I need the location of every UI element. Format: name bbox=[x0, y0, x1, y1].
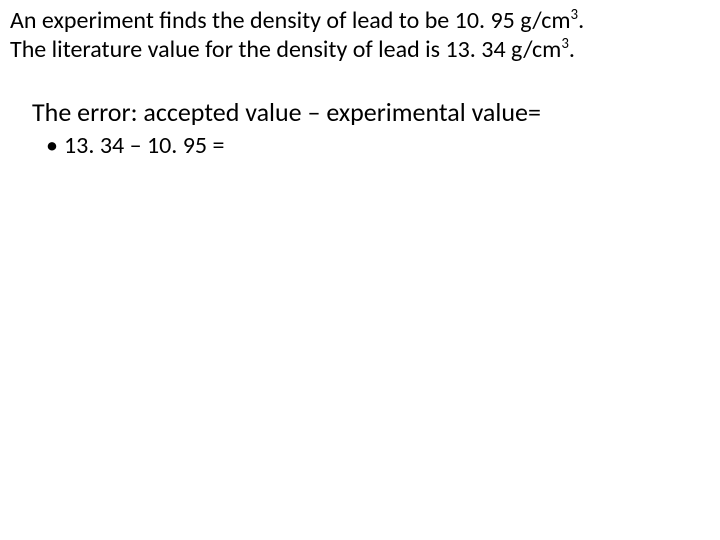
intro-line-2-tail: . bbox=[569, 35, 575, 64]
intro-line-1-sup: 3 bbox=[571, 5, 579, 23]
error-heading: The error: accepted value – experimental… bbox=[32, 96, 692, 129]
body-block: The error: accepted value – experimental… bbox=[32, 96, 692, 161]
intro-line-2: The literature value for the density of … bbox=[10, 35, 710, 64]
intro-line-1-tail: . bbox=[578, 6, 584, 35]
intro-line-1-text: An experiment finds the density of lead … bbox=[10, 6, 571, 35]
intro-line-1: An experiment finds the density of lead … bbox=[10, 6, 710, 35]
intro-line-2-text: The literature value for the density of … bbox=[10, 35, 561, 64]
bullet-icon: • bbox=[46, 131, 64, 161]
intro-line-2-sup: 3 bbox=[561, 34, 569, 52]
bullet-row: • 13. 34 – 10. 95 = bbox=[32, 131, 692, 161]
intro-paragraph: An experiment finds the density of lead … bbox=[10, 6, 710, 65]
bullet-text: 13. 34 – 10. 95 = bbox=[64, 131, 224, 161]
slide: An experiment finds the density of lead … bbox=[0, 0, 720, 540]
